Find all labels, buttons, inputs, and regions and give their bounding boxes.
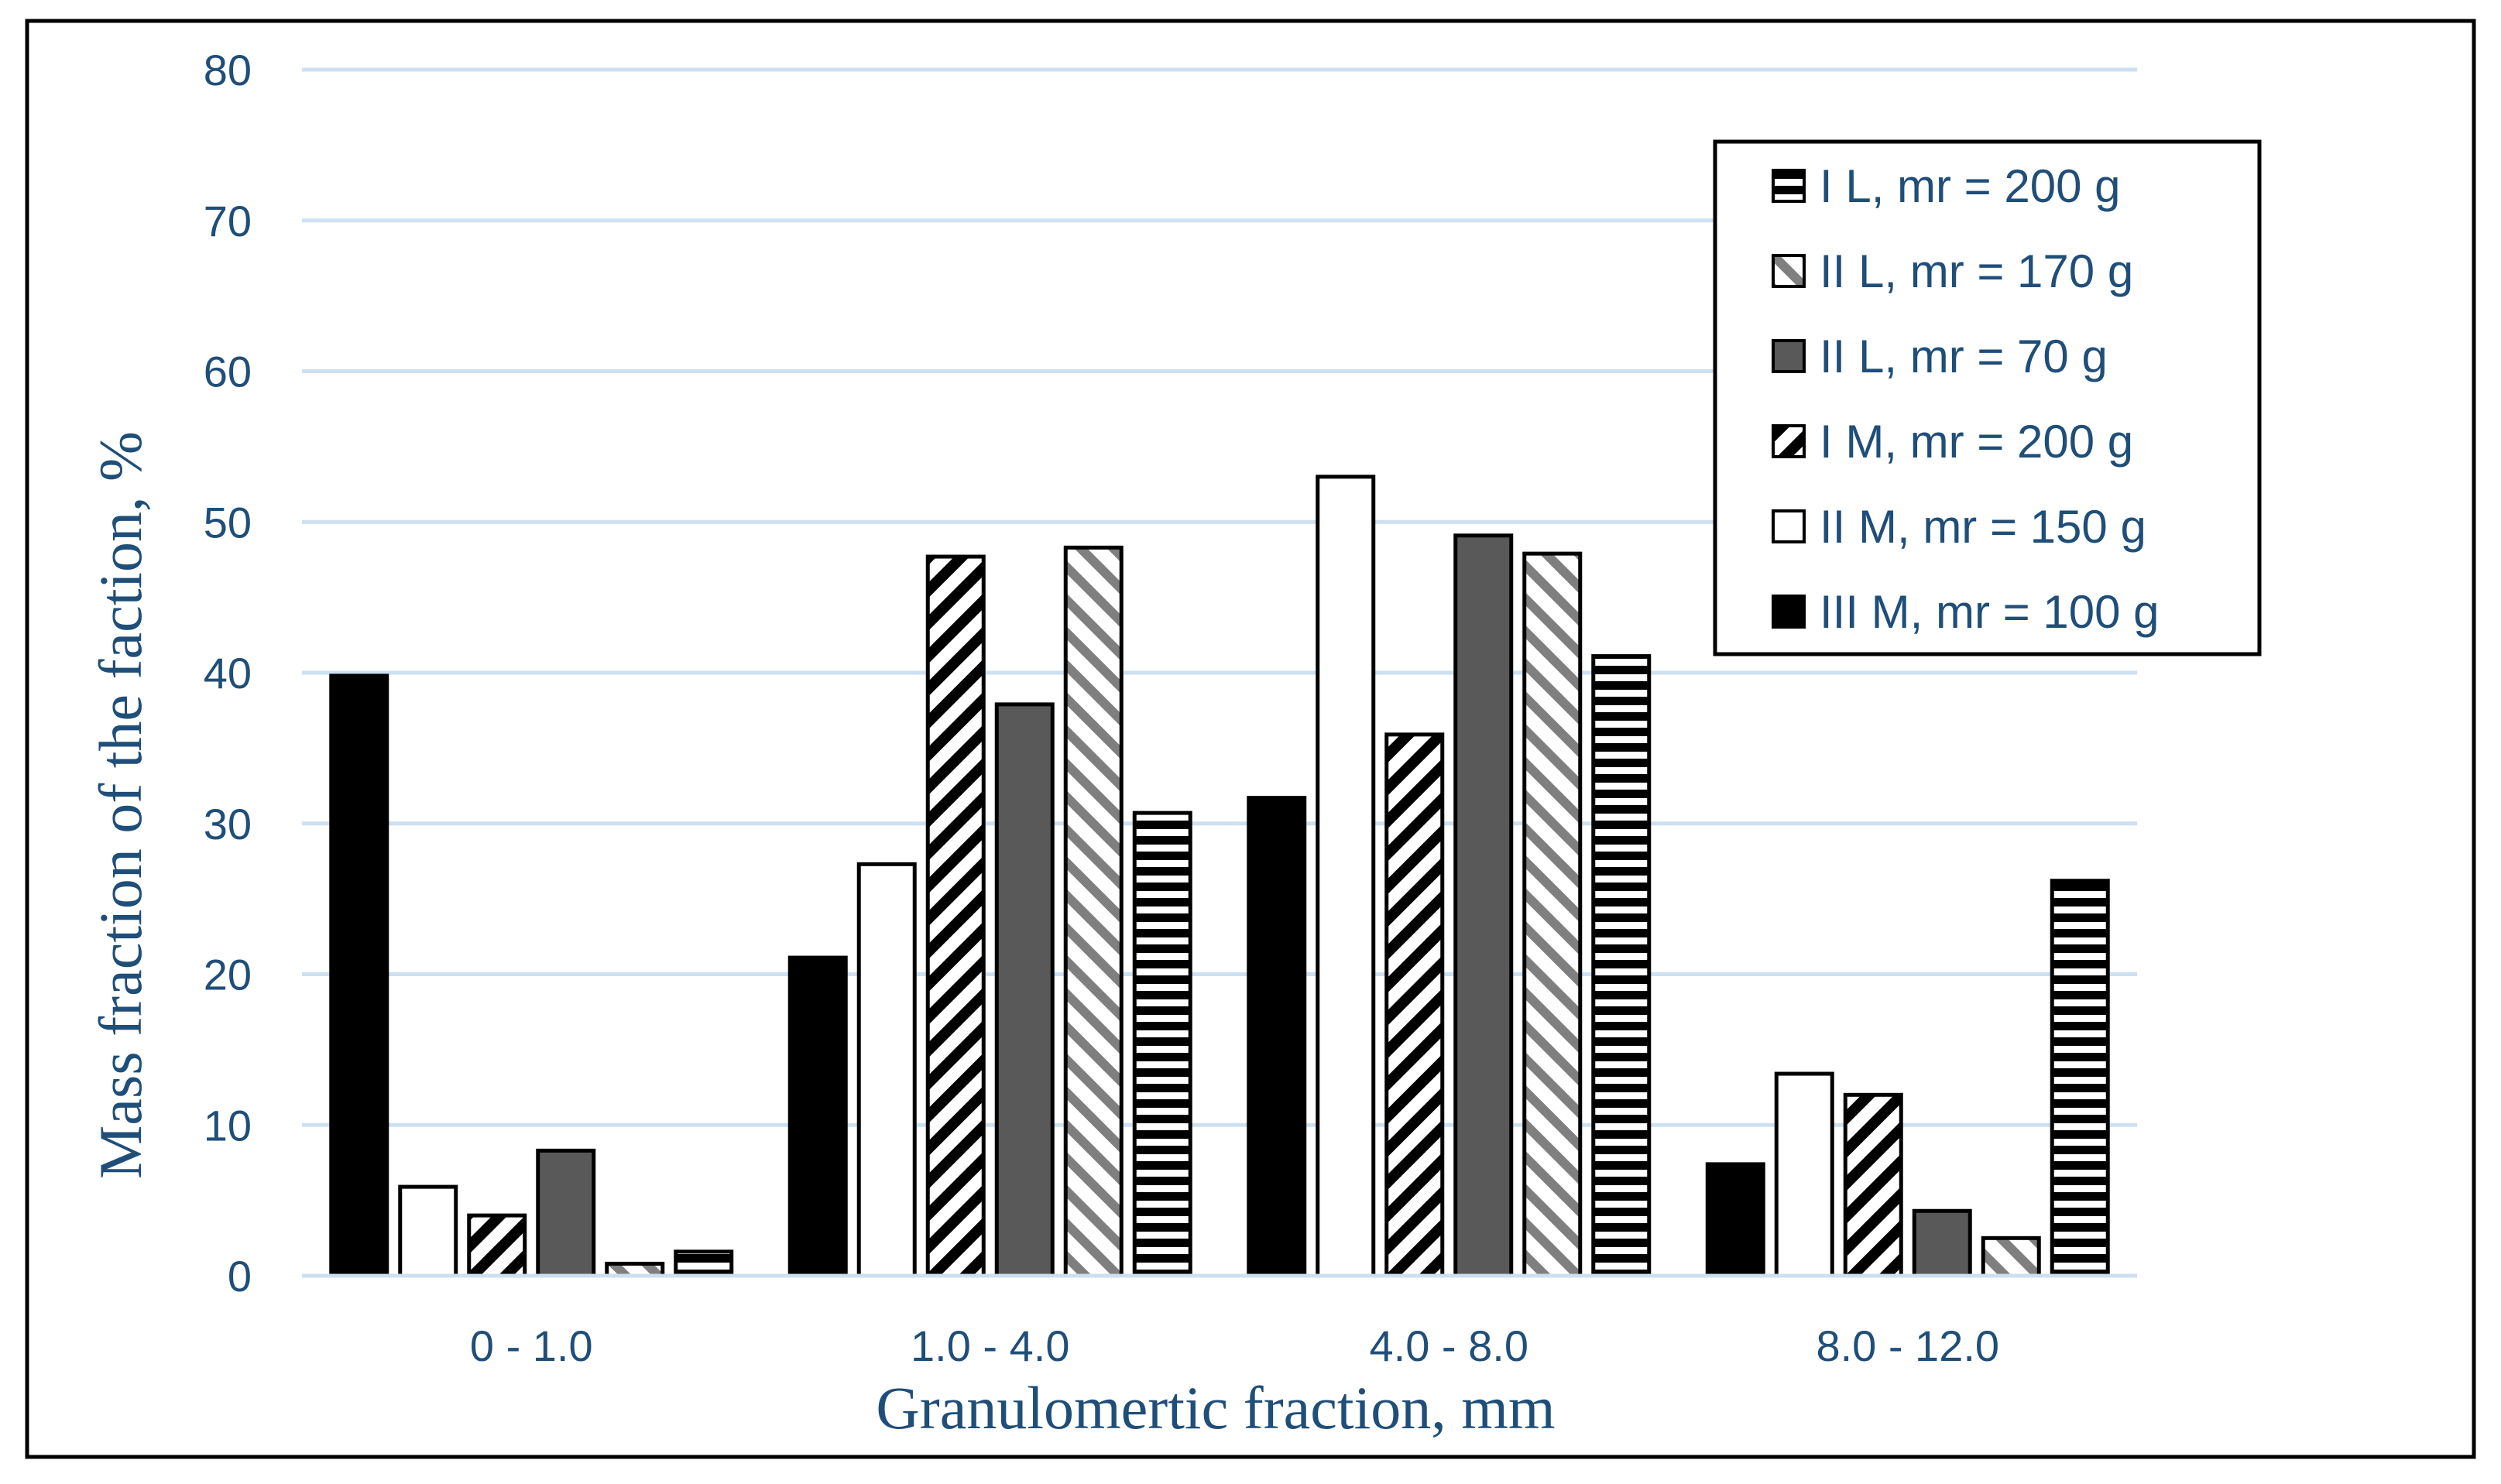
- y-tick-label: 80: [204, 46, 252, 94]
- y-tick-label: 60: [204, 348, 252, 396]
- legend-label: II L, mr = 70 g: [1820, 331, 2108, 382]
- x-axis-ticks: 0 - 1.0 1.0 - 4.0 4.0 - 8.0 8.0 - 12.0: [470, 1321, 1999, 1370]
- bar: [1132, 811, 1192, 1278]
- bar: [674, 1249, 734, 1278]
- bar: [1063, 545, 1124, 1278]
- y-tick-label: 70: [204, 197, 252, 245]
- y-tick-label: 10: [204, 1101, 252, 1150]
- y-tick-label: 0: [228, 1252, 252, 1301]
- bar: [1247, 796, 1307, 1278]
- x-axis-title: Granulomertic fraction, mm: [876, 1374, 1555, 1441]
- bar: [1591, 654, 1652, 1278]
- bar: [1384, 732, 1445, 1278]
- bar: [1912, 1208, 1972, 1278]
- y-axis-ticks: 0 10 20 30 40 50 60 70 80: [204, 46, 252, 1301]
- legend-swatch: [1772, 254, 1806, 288]
- bar: [856, 862, 917, 1278]
- x-tick-label: 1.0 - 4.0: [911, 1321, 1069, 1370]
- x-tick-label: 4.0 - 8.0: [1370, 1321, 1528, 1370]
- legend-box: [1713, 139, 2262, 656]
- legend-label: II M, mr = 150 g: [1820, 501, 2146, 553]
- bar: [1981, 1236, 2041, 1278]
- legend-swatch: [1772, 595, 1806, 629]
- bar: [1316, 475, 1376, 1278]
- bars: [329, 475, 2110, 1278]
- legend-swatch: [1772, 339, 1806, 373]
- bar: [1843, 1092, 1903, 1278]
- legend-swatch: [1772, 169, 1806, 203]
- x-tick-label: 8.0 - 12.0: [1816, 1321, 1999, 1370]
- legend-swatch: [1772, 509, 1806, 543]
- x-tick-label: 0 - 1.0: [470, 1321, 593, 1370]
- bar: [536, 1148, 596, 1278]
- legend-label: I L, mr = 200 g: [1820, 160, 2121, 212]
- bar: [994, 702, 1055, 1278]
- bar: [398, 1184, 458, 1278]
- bar: [787, 955, 848, 1278]
- y-tick-label: 50: [204, 498, 252, 547]
- legend: I L, mr = 200 g II L, mr = 170 g II L, mr …: [1713, 139, 2262, 656]
- legend-label: II L, mr = 170 g: [1820, 245, 2133, 297]
- bar: [1453, 533, 1514, 1278]
- y-tick-label: 30: [204, 800, 252, 848]
- bar: [1522, 551, 1583, 1278]
- bar: [925, 554, 986, 1278]
- legend-label: III M, mr = 100 g: [1820, 586, 2160, 638]
- legend-label: I M, mr = 200 g: [1820, 416, 2133, 468]
- bar: [329, 673, 389, 1278]
- y-tick-label: 40: [204, 649, 252, 697]
- y-axis-title: Mass fraction of the faction, %: [87, 431, 154, 1179]
- bar: [467, 1213, 527, 1278]
- legend-swatch: [1772, 424, 1806, 458]
- y-tick-label: 20: [204, 951, 252, 999]
- bar: [1774, 1071, 1834, 1278]
- bar: [2050, 879, 2110, 1278]
- bar: [1705, 1162, 1765, 1278]
